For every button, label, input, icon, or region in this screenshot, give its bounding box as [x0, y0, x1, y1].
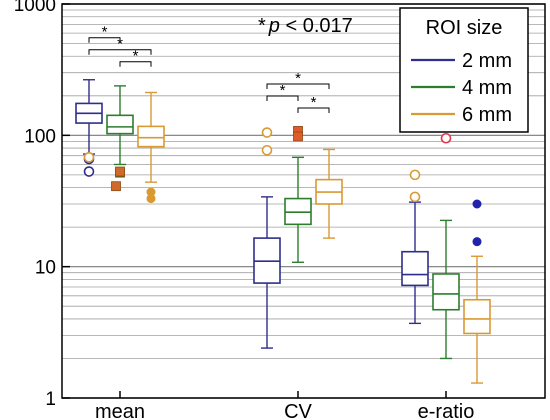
bracket-mean-4mm-6mm: * [119, 48, 152, 67]
box-6mm-mean [137, 91, 165, 204]
box-4mm-CV [284, 156, 312, 263]
plot-frame [61, 3, 546, 399]
legend-title: ROI size [426, 17, 503, 39]
y-tick-label: 100 [24, 126, 56, 147]
box-2mm-e-ratio [401, 201, 429, 325]
outlier-open-circle [440, 132, 452, 144]
outlier-open-circle [409, 169, 421, 181]
x-category-label: mean [95, 401, 145, 420]
bracket-line [266, 95, 299, 101]
outlier-open-circle [83, 166, 95, 177]
bracket-star: * [102, 24, 108, 41]
outlier-open-circle [261, 127, 273, 138]
legend-label: 2 mm [462, 50, 512, 72]
outlier-filled-circle [146, 194, 156, 204]
annotation-suffix: < 0.017 [280, 15, 353, 37]
annotation-italic: p [268, 15, 280, 37]
legend: ROI size 2 mm 4 mm 6 mm [399, 7, 529, 133]
legend-box [399, 7, 529, 133]
annotation-prefix: * [258, 15, 266, 37]
axes: 1 10 100 1000 mean CV e-ratio [14, 0, 475, 420]
box-iqr [432, 273, 460, 311]
significance-annotation: * p < 0.017 [258, 15, 353, 37]
box-6mm-e-ratio [463, 255, 491, 384]
bracket-line [119, 61, 152, 67]
outlier-open-circle [83, 152, 95, 163]
legend-items: 2 mm 4 mm 6 mm [411, 50, 512, 126]
bracket-CV-4mm-6mm: * [297, 94, 330, 113]
box-2mm-CV [253, 196, 281, 349]
bracket-line [297, 107, 330, 113]
box-4mm-mean [106, 85, 134, 178]
bracket-star: * [280, 82, 286, 99]
bracket-CV-2mm-6mm: * [266, 70, 330, 89]
bracket-line [88, 49, 152, 55]
box-iqr [401, 250, 429, 287]
box-4mm-e-ratio [432, 219, 460, 360]
box-iqr [463, 298, 491, 335]
outlier-open-circle [409, 191, 421, 203]
outlier-filled-square [115, 166, 125, 177]
legend-label: 4 mm [462, 77, 512, 99]
bracket-line [266, 83, 330, 89]
legend-label: 6 mm [462, 104, 512, 126]
bracket-mean-2mm-4mm: * [88, 24, 121, 43]
outlier-open-circle [261, 144, 273, 156]
outlier-filled-square [111, 181, 121, 192]
y-tick-label: 1000 [14, 0, 56, 16]
y-tick-label: 10 [35, 258, 56, 279]
bracket-star: * [117, 36, 123, 53]
box-6mm-CV [315, 148, 343, 239]
bracket-star: * [295, 70, 301, 87]
box-iqr [137, 125, 165, 148]
bracket-line [88, 37, 121, 43]
bracket-CV-2mm-4mm: * [266, 82, 299, 101]
outlier-filled-circle [472, 237, 482, 247]
bracket-star: * [133, 48, 139, 65]
outlier-filled-square [293, 131, 303, 142]
outlier-filled-circle [472, 199, 482, 209]
y-tick-label: 1 [45, 389, 56, 410]
x-category-label: CV [284, 401, 312, 420]
x-category-label: e-ratio [418, 401, 475, 420]
bracket-star: * [311, 94, 317, 111]
bracket-mean-2mm-6mm: * [88, 36, 152, 55]
box-iqr [106, 114, 134, 135]
